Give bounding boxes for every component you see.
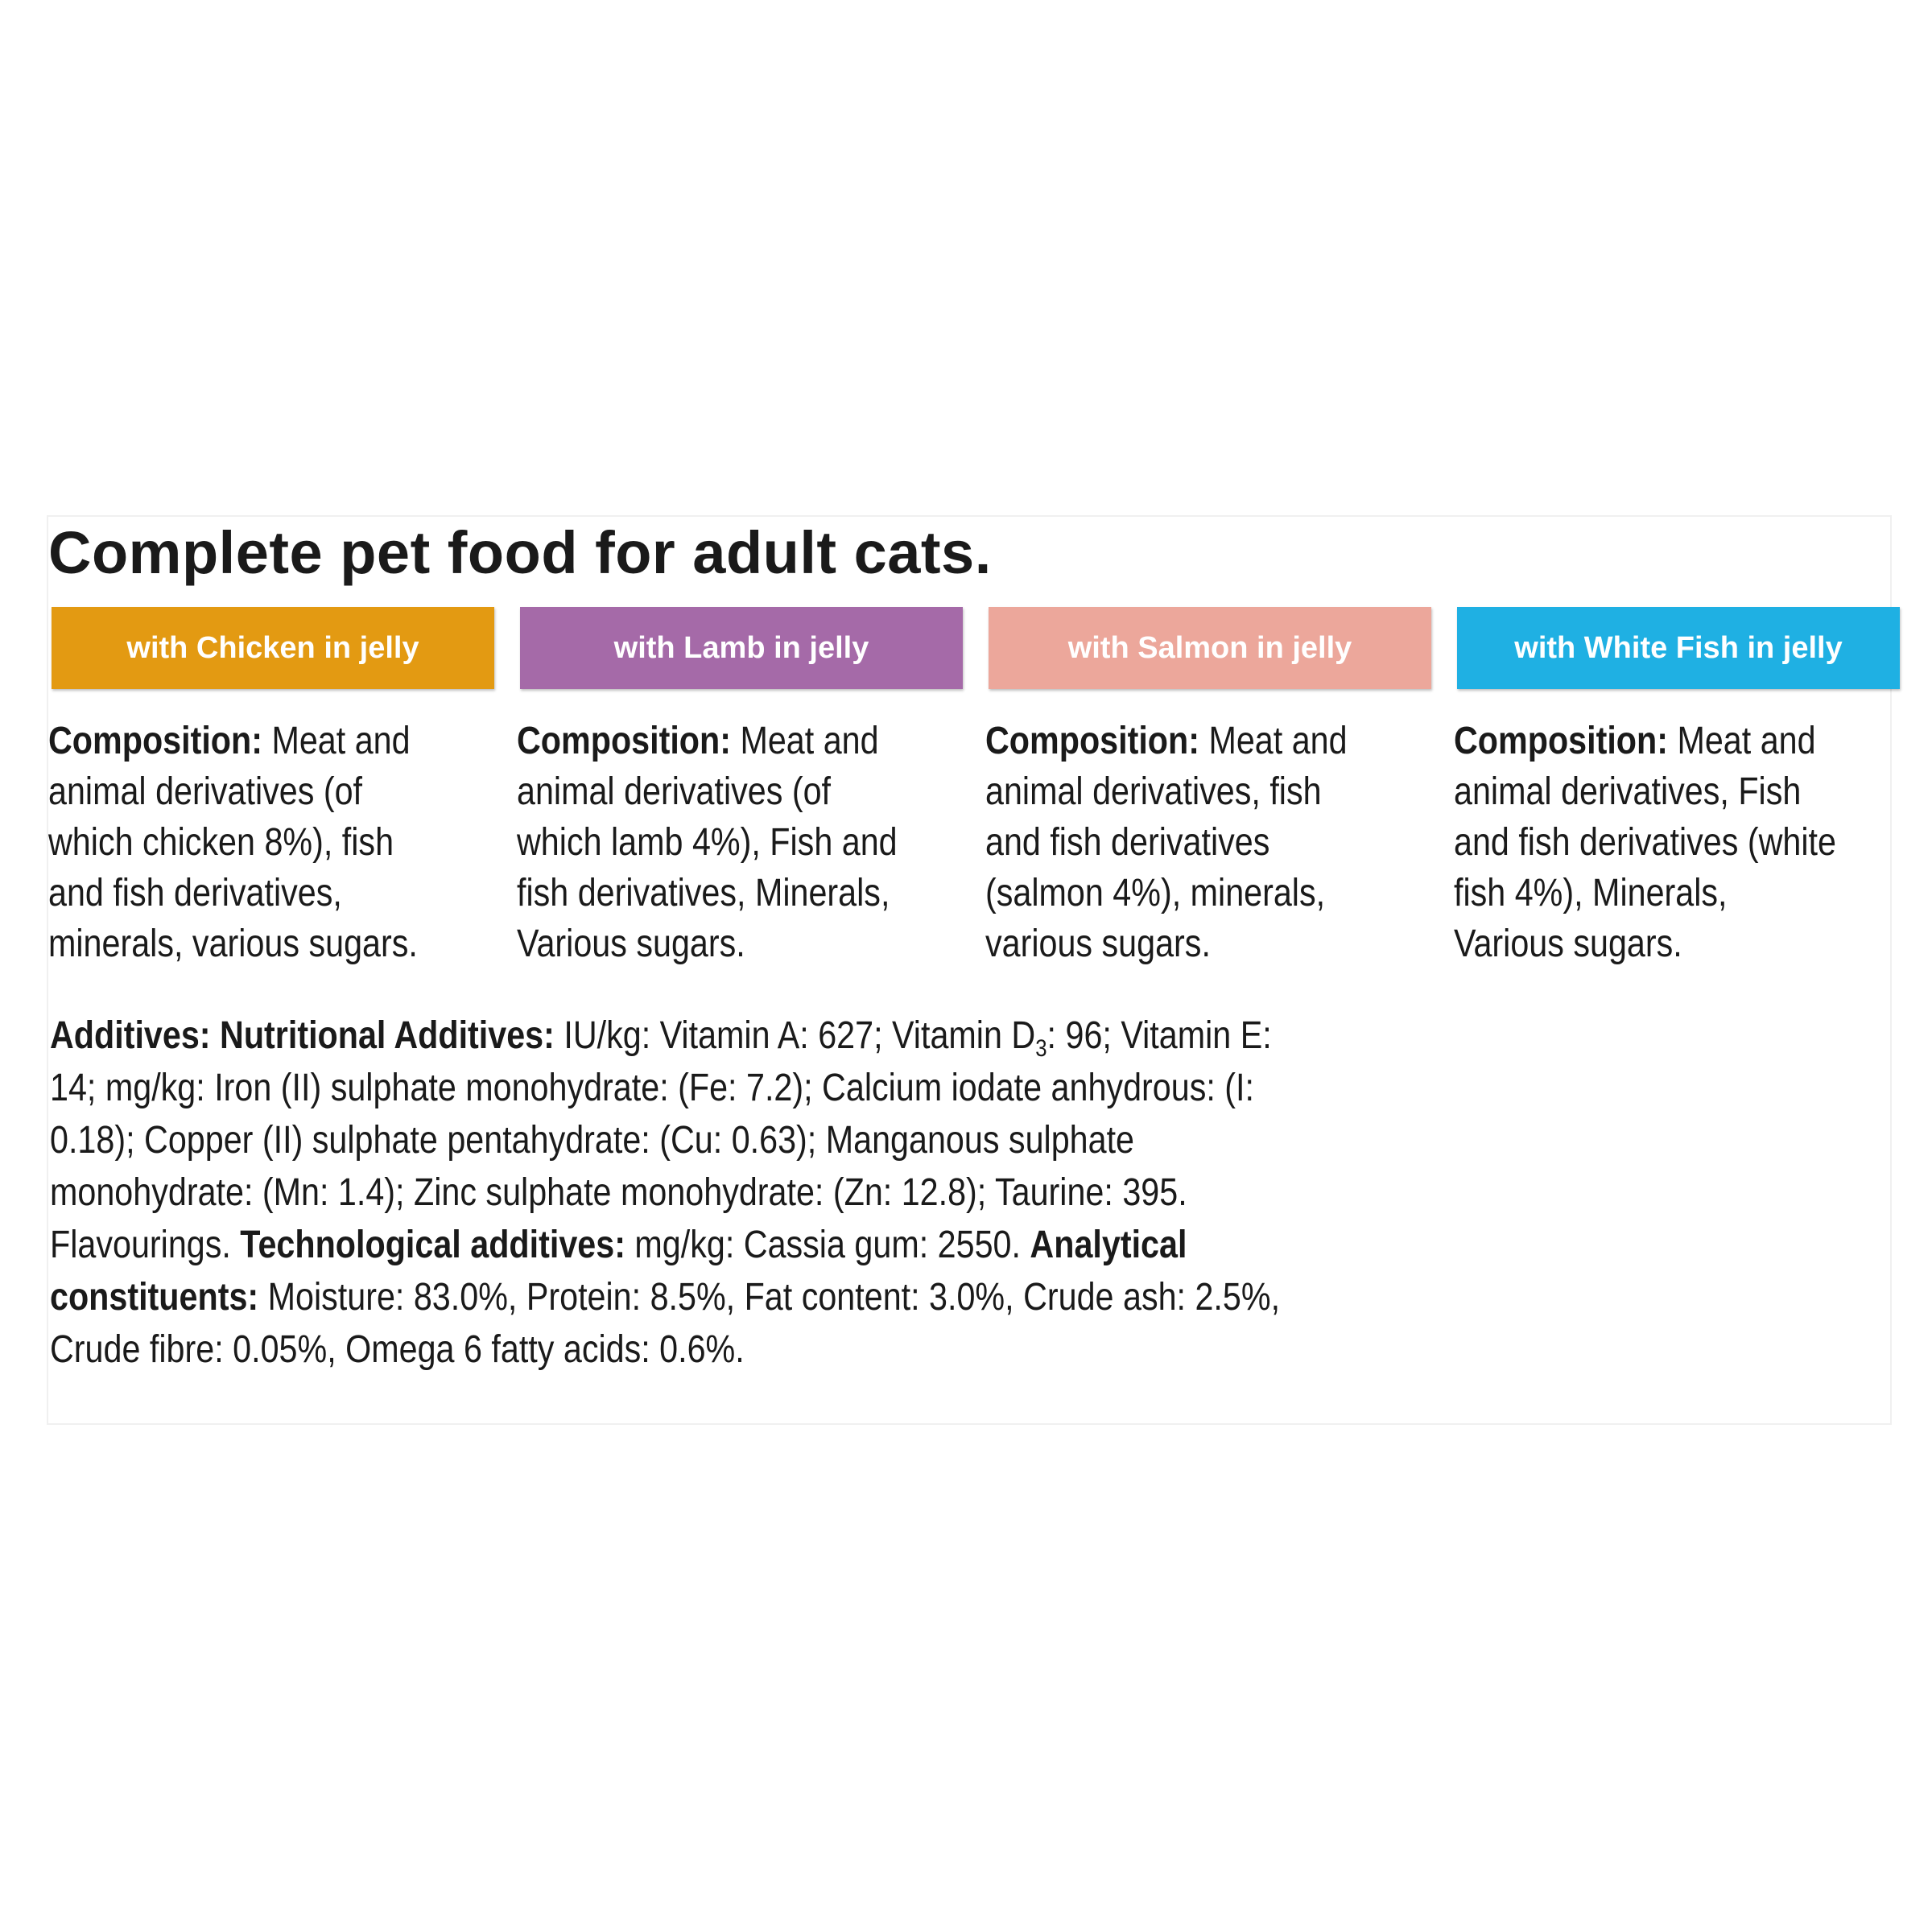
additives-text: IU/kg: Vitamin A: 627; Vitamin D bbox=[554, 1014, 1036, 1057]
analytical-constituents-heading: Analytical constituents: bbox=[50, 1224, 1187, 1319]
variant-bar-white-fish: with White Fish in jelly bbox=[1457, 607, 1900, 689]
composition-chicken: Composition: Meat and animal derivatives… bbox=[48, 716, 436, 969]
variant-bar-salmon: with Salmon in jelly bbox=[989, 607, 1431, 689]
technological-additives-text: mg/kg: Cassia gum: 2550. bbox=[625, 1224, 1030, 1266]
variant-label-chicken: with Chicken in jelly bbox=[126, 630, 419, 665]
technological-additives-heading: Technological additives: bbox=[240, 1224, 625, 1266]
composition-heading: Composition: bbox=[48, 720, 262, 762]
composition-white-fish: Composition: Meat and animal derivatives… bbox=[1454, 716, 1842, 969]
additives-heading: Additives: Nutritional Additives: bbox=[50, 1014, 555, 1057]
additives-paragraph: Additives: Nutritional Additives: IU/kg:… bbox=[50, 1009, 1282, 1376]
variant-bar-lamb: with Lamb in jelly bbox=[520, 607, 963, 689]
composition-text: Meat and animal derivatives (of which la… bbox=[517, 720, 898, 965]
composition-heading: Composition: bbox=[517, 720, 731, 762]
variant-label-lamb: with Lamb in jelly bbox=[613, 630, 869, 665]
page-title: Complete pet food for adult cats. bbox=[48, 519, 992, 586]
composition-heading: Composition: bbox=[985, 720, 1199, 762]
additives-text: : 96; Vitamin E: 14; mg/kg: Iron (II) su… bbox=[50, 1014, 1272, 1266]
composition-lamb: Composition: Meat and animal derivatives… bbox=[517, 716, 905, 969]
variant-label-white-fish: with White Fish in jelly bbox=[1514, 630, 1843, 665]
analytical-constituents-text: Moisture: 83.0%, Protein: 8.5%, Fat cont… bbox=[50, 1276, 1281, 1371]
composition-text: Meat and animal derivatives, fish and fi… bbox=[985, 720, 1348, 965]
variant-label-salmon: with Salmon in jelly bbox=[1067, 630, 1352, 665]
composition-heading: Composition: bbox=[1454, 720, 1668, 762]
composition-salmon: Composition: Meat and animal derivatives… bbox=[985, 716, 1373, 969]
label-panel: Complete pet food for adult cats. with C… bbox=[47, 515, 1900, 1425]
vitamin-d-subscript: 3 bbox=[1035, 1035, 1047, 1062]
composition-text: Meat and animal derivatives (of which ch… bbox=[48, 720, 418, 965]
variant-bar-chicken: with Chicken in jelly bbox=[52, 607, 494, 689]
composition-text: Meat and animal derivatives, Fish and fi… bbox=[1454, 720, 1836, 965]
